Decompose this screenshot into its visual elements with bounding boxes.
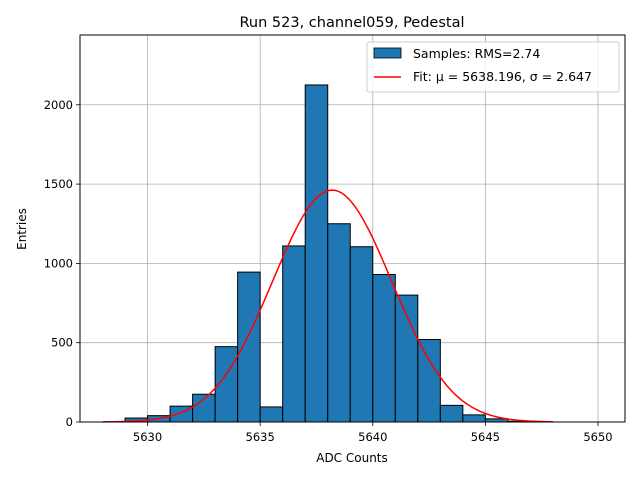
x-axis-ticks: 5630 5635 5640 5645 5650 — [133, 422, 613, 444]
x-tick-label: 5635 — [246, 430, 275, 444]
histogram-bar — [372, 273, 396, 423]
fit-curve — [102, 189, 553, 423]
plot-frame — [79, 34, 626, 423]
histogram-bar — [439, 404, 464, 423]
histogram-bar — [237, 271, 261, 423]
fit-curve-layer — [102, 189, 553, 423]
y-tick-label: 500 — [51, 336, 73, 350]
histogram-bars — [124, 84, 531, 423]
histogram-bar — [349, 246, 374, 423]
y-axis-label: Entries — [15, 208, 29, 250]
chart-title: Run 523, channel059, Pedestal — [239, 15, 464, 31]
histogram-bar — [259, 406, 284, 423]
histogram-bar — [462, 414, 486, 423]
legend-label-fit: Fit: μ = 5638.196, σ = 2.647 — [413, 69, 592, 84]
y-tick-label: 0 — [66, 415, 73, 429]
x-tick-label: 5630 — [133, 430, 162, 444]
y-tick-label: 1500 — [44, 177, 73, 191]
legend-frame — [366, 41, 620, 93]
legend-swatch-samples — [373, 47, 402, 59]
histogram-bar — [417, 339, 441, 423]
histogram-bar — [327, 223, 351, 423]
histogram-bar — [304, 84, 329, 423]
y-axis-ticks: 0 500 1000 1500 2000 — [44, 98, 80, 429]
y-tick-label: 1000 — [44, 256, 73, 270]
x-tick-label: 5645 — [471, 430, 500, 444]
x-tick-label: 5640 — [358, 430, 387, 444]
y-tick-label: 2000 — [44, 98, 73, 112]
x-axis-label: ADC Counts — [316, 451, 388, 465]
legend-label-samples: Samples: RMS=2.74 — [413, 46, 540, 61]
x-tick-label: 5650 — [583, 430, 612, 444]
legend: Samples: RMS=2.74 Fit: μ = 5638.196, σ =… — [366, 41, 620, 93]
histogram-bar — [282, 245, 306, 423]
